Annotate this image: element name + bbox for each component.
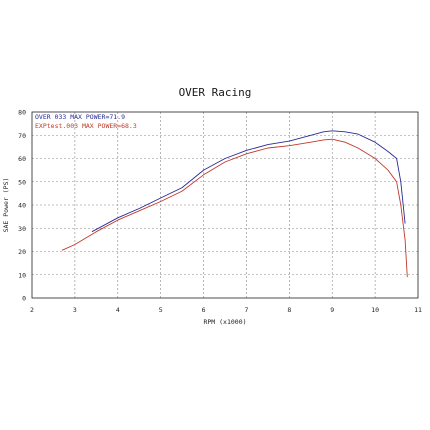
- y-tick-label: 60: [18, 155, 26, 163]
- chart-title: OVER Racing: [179, 86, 252, 99]
- y-tick-label: 80: [18, 109, 26, 117]
- x-tick-label: 5: [159, 306, 163, 314]
- y-tick-label: 10: [18, 271, 26, 279]
- tick-layer: 2 3 4 5 6 7 8 9 10 11 0 10 20 30 40 50 60 70 80: [18, 109, 422, 315]
- x-tick-label: 3: [73, 306, 77, 314]
- y-tick-label: 30: [18, 225, 26, 233]
- x-tick-label: 9: [330, 306, 334, 314]
- y-tick-label: 20: [18, 248, 26, 256]
- x-tick-label: 7: [244, 306, 248, 314]
- legend-entry-2: EXPtest.003 MAX POWER=68.3: [35, 122, 137, 130]
- legend-entry-1: OVER 033 MAX POWER=71.9: [35, 113, 125, 121]
- grid-layer: [32, 112, 418, 298]
- series-line-1: [91, 130, 406, 233]
- x-tick-label: 4: [116, 306, 120, 314]
- x-axis-label: RPM (x1000): [203, 318, 246, 326]
- x-tick-label: 8: [287, 306, 291, 314]
- x-tick-label: 6: [202, 306, 206, 314]
- plot-frame: [31, 111, 419, 299]
- y-tick-label: 0: [22, 295, 26, 303]
- series-line-2: [61, 138, 408, 278]
- y-tick-label: 70: [18, 132, 26, 140]
- x-tick-label: 2: [30, 306, 34, 314]
- series-layer: [61, 130, 408, 278]
- x-tick-label: 11: [414, 306, 422, 314]
- y-tick-label: 50: [18, 178, 26, 186]
- y-axis-label: SAE Power (PS): [2, 178, 10, 233]
- y-tick-label: 40: [18, 202, 26, 210]
- x-tick-label: 10: [371, 306, 379, 314]
